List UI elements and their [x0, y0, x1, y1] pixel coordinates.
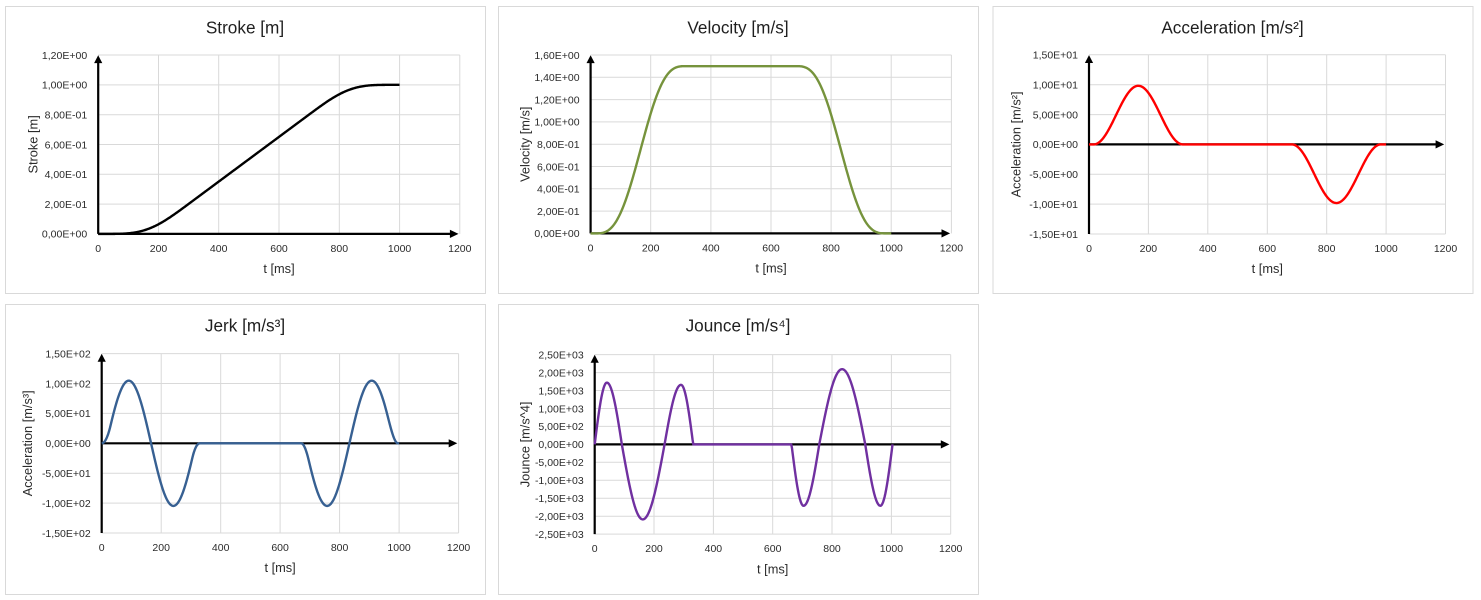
svg-text:600: 600 — [270, 243, 288, 255]
svg-text:1,50E+01: 1,50E+01 — [1033, 50, 1078, 62]
svg-text:Velocity [m/s]: Velocity [m/s] — [687, 18, 788, 38]
svg-text:0: 0 — [99, 542, 105, 554]
svg-text:400: 400 — [210, 243, 228, 255]
svg-text:1200: 1200 — [1434, 243, 1458, 255]
svg-text:0: 0 — [95, 243, 101, 255]
svg-text:1200: 1200 — [939, 543, 963, 555]
svg-text:0,00E+00: 0,00E+00 — [534, 228, 579, 240]
svg-text:-5,00E+00: -5,00E+00 — [1029, 169, 1078, 181]
svg-text:1,00E+03: 1,00E+03 — [538, 403, 583, 415]
svg-text:800: 800 — [331, 243, 349, 255]
svg-text:2,00E-01: 2,00E-01 — [45, 199, 88, 211]
svg-text:-1,50E+02: -1,50E+02 — [42, 528, 91, 540]
svg-text:0,00E+00: 0,00E+00 — [538, 439, 583, 451]
svg-text:5,00E+00: 5,00E+00 — [1033, 109, 1078, 121]
svg-text:1200: 1200 — [940, 242, 964, 254]
svg-text:-1,50E+03: -1,50E+03 — [535, 493, 584, 505]
svg-text:800: 800 — [1318, 243, 1336, 255]
svg-text:0: 0 — [588, 242, 594, 254]
svg-text:600: 600 — [764, 543, 782, 555]
svg-text:Jounce [m/s^4]: Jounce [m/s^4] — [517, 402, 532, 488]
svg-text:6,00E-01: 6,00E-01 — [537, 161, 580, 173]
svg-text:-5,00E+02: -5,00E+02 — [535, 457, 584, 469]
svg-text:4,00E-01: 4,00E-01 — [537, 184, 580, 196]
svg-text:1,50E+02: 1,50E+02 — [45, 348, 90, 360]
svg-text:Stroke [m]: Stroke [m] — [206, 18, 284, 38]
svg-text:1000: 1000 — [388, 243, 412, 255]
svg-text:1,20E+00: 1,20E+00 — [534, 94, 579, 106]
svg-text:5,00E+02: 5,00E+02 — [538, 421, 583, 433]
svg-text:6,00E-01: 6,00E-01 — [45, 139, 88, 151]
svg-text:200: 200 — [150, 243, 168, 255]
svg-text:800: 800 — [331, 542, 349, 554]
svg-text:2,50E+03: 2,50E+03 — [538, 349, 583, 361]
svg-text:800: 800 — [823, 543, 841, 555]
svg-text:-2,00E+03: -2,00E+03 — [535, 511, 584, 523]
svg-text:8,00E-01: 8,00E-01 — [537, 139, 580, 151]
svg-text:0,00E+00: 0,00E+00 — [42, 229, 87, 241]
svg-text:Jerk [m/s³]: Jerk [m/s³] — [205, 316, 285, 336]
svg-text:t [ms]: t [ms] — [757, 561, 788, 576]
svg-text:1,00E+01: 1,00E+01 — [1033, 80, 1078, 92]
svg-text:Acceleration [m/s²]: Acceleration [m/s²] — [1161, 18, 1303, 38]
svg-text:1,40E+00: 1,40E+00 — [534, 72, 579, 84]
svg-text:600: 600 — [271, 542, 289, 554]
svg-text:2,00E+03: 2,00E+03 — [538, 367, 583, 379]
svg-text:600: 600 — [1259, 243, 1277, 255]
svg-text:400: 400 — [705, 543, 723, 555]
svg-text:-5,00E+01: -5,00E+01 — [42, 468, 91, 480]
svg-text:-2,50E+03: -2,50E+03 — [535, 529, 584, 541]
svg-text:800: 800 — [822, 242, 840, 254]
svg-text:1,50E+03: 1,50E+03 — [538, 385, 583, 397]
svg-text:1000: 1000 — [880, 242, 904, 254]
svg-text:Acceleration [m/s³]: Acceleration [m/s³] — [20, 390, 35, 496]
svg-text:0,00E+00: 0,00E+00 — [1033, 139, 1078, 151]
svg-text:-1,50E+01: -1,50E+01 — [1029, 229, 1078, 241]
svg-text:t [ms]: t [ms] — [264, 560, 295, 575]
svg-text:400: 400 — [1199, 243, 1217, 255]
svg-text:t [ms]: t [ms] — [755, 261, 786, 276]
svg-text:1,00E+02: 1,00E+02 — [45, 378, 90, 390]
svg-text:1,00E+00: 1,00E+00 — [42, 80, 87, 92]
svg-text:-1,00E+03: -1,00E+03 — [535, 475, 584, 487]
svg-text:Jounce [m/s⁴]: Jounce [m/s⁴] — [686, 316, 791, 336]
svg-text:5,00E+01: 5,00E+01 — [45, 408, 90, 420]
svg-text:200: 200 — [645, 543, 663, 555]
svg-text:200: 200 — [152, 542, 170, 554]
svg-text:Velocity [m/s]: Velocity [m/s] — [518, 107, 533, 182]
svg-text:1,00E+00: 1,00E+00 — [534, 117, 579, 129]
svg-text:400: 400 — [212, 542, 230, 554]
svg-text:8,00E-01: 8,00E-01 — [45, 110, 88, 122]
svg-text:1200: 1200 — [447, 542, 471, 554]
svg-text:1,20E+00: 1,20E+00 — [42, 50, 87, 62]
svg-text:1,60E+00: 1,60E+00 — [534, 50, 579, 62]
svg-text:0,00E+00: 0,00E+00 — [45, 438, 90, 450]
svg-text:-1,00E+02: -1,00E+02 — [42, 498, 91, 510]
svg-text:1200: 1200 — [448, 243, 472, 255]
svg-text:0: 0 — [1086, 243, 1092, 255]
svg-text:Acceleration [m/s²]: Acceleration [m/s²] — [1009, 91, 1024, 197]
svg-text:t [ms]: t [ms] — [1252, 261, 1283, 276]
svg-text:0: 0 — [592, 543, 598, 555]
svg-text:2,00E-01: 2,00E-01 — [537, 206, 580, 218]
svg-text:200: 200 — [1140, 243, 1158, 255]
svg-text:1000: 1000 — [387, 542, 411, 554]
svg-text:200: 200 — [642, 242, 660, 254]
svg-text:600: 600 — [762, 242, 780, 254]
svg-text:1000: 1000 — [1374, 243, 1398, 255]
svg-text:Stroke [m]: Stroke [m] — [26, 115, 41, 173]
svg-text:400: 400 — [702, 242, 720, 254]
svg-text:1000: 1000 — [880, 543, 904, 555]
svg-text:t [ms]: t [ms] — [263, 261, 294, 276]
svg-text:-1,00E+01: -1,00E+01 — [1029, 199, 1078, 211]
svg-text:4,00E-01: 4,00E-01 — [45, 169, 88, 181]
